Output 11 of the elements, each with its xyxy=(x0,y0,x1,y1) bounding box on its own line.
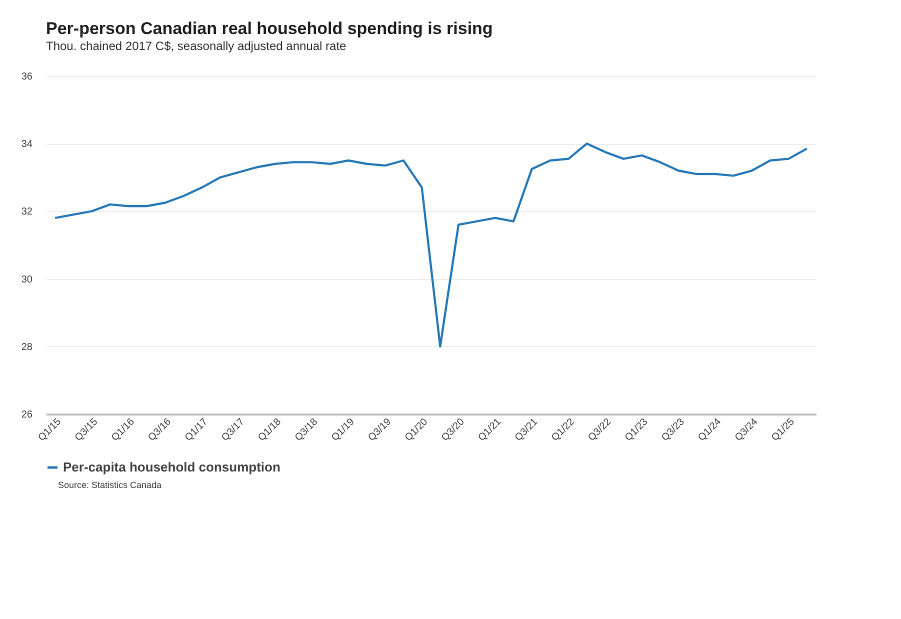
line-series xyxy=(54,142,808,348)
y-tick-label: 26 xyxy=(21,410,33,420)
y-tick-label: 30 xyxy=(21,274,33,286)
chart-subtitle: Thou. chained 2017 C$, seasonally adjusted annual rate xyxy=(46,39,347,53)
y-tick-label: 34 xyxy=(21,139,33,150)
legend-label: Per-capita household consumption xyxy=(63,460,280,474)
chart-title: Per-person Canadian real household spending is rising xyxy=(46,19,493,38)
y-tick-label: 32 xyxy=(21,206,33,218)
source-note: Source: Statistics Canada xyxy=(58,480,163,490)
y-tick-label: 28 xyxy=(21,342,33,353)
y-tick-label: 36 xyxy=(21,72,33,82)
